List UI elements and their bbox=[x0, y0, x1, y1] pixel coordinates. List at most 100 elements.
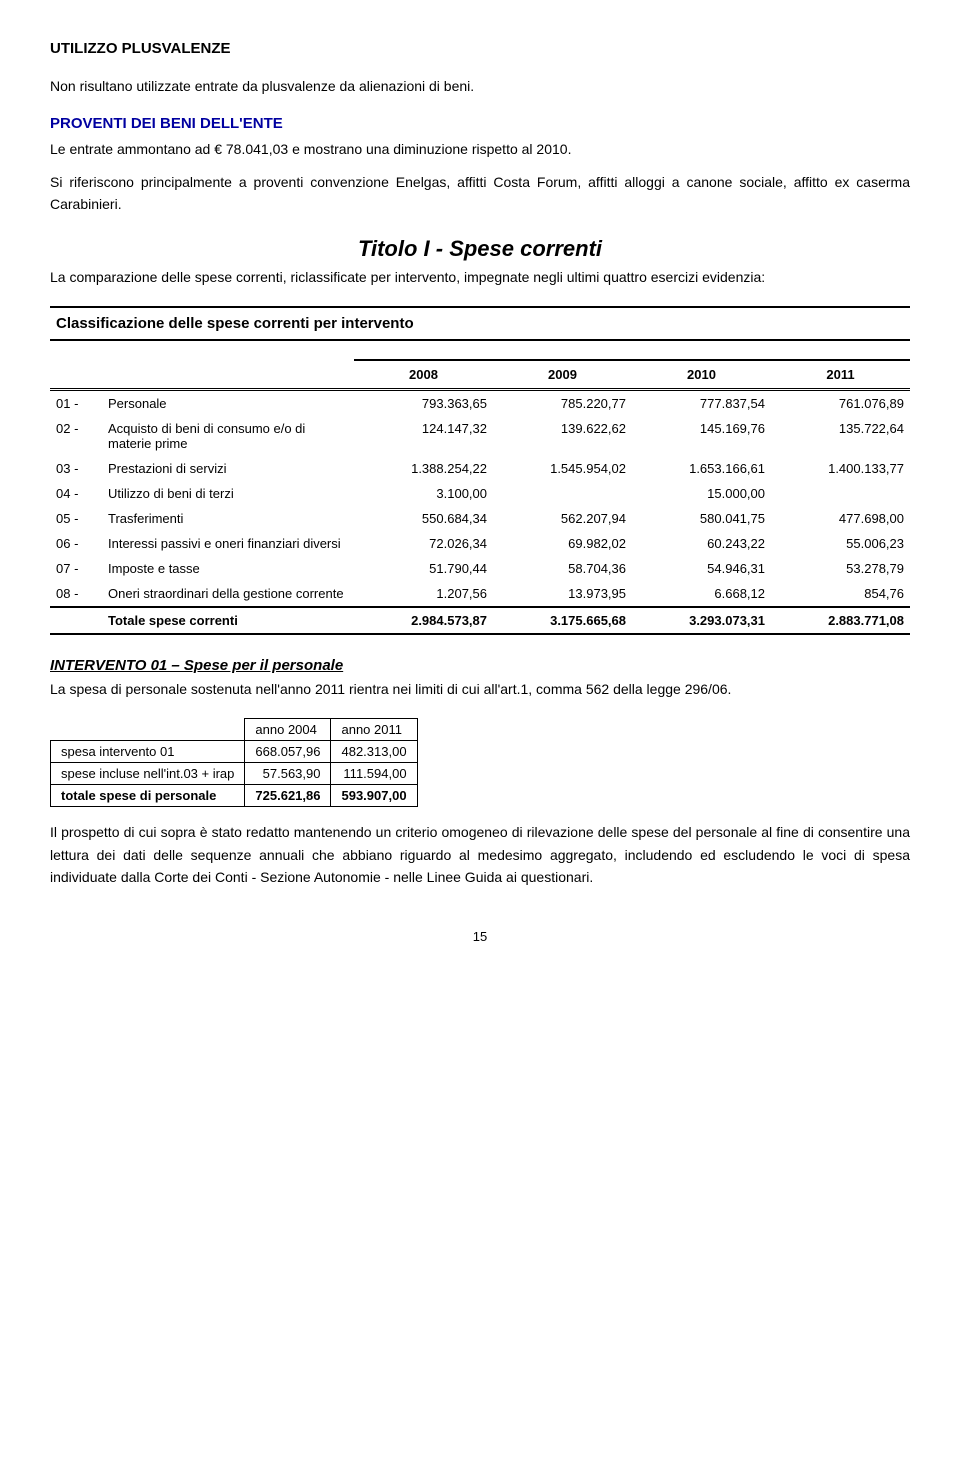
total-value: 3.293.073,31 bbox=[632, 607, 771, 634]
row-label: Personale bbox=[102, 389, 354, 416]
small-table-cell: 111.594,00 bbox=[331, 763, 417, 785]
row-value: 54.946,31 bbox=[632, 556, 771, 581]
table-header-year: 2008 bbox=[354, 360, 493, 390]
small-table-cell: 482.313,00 bbox=[331, 741, 417, 763]
row-value: 135.722,64 bbox=[771, 416, 910, 456]
table-header-year: 2010 bbox=[632, 360, 771, 390]
row-label: Utilizzo di beni di terzi bbox=[102, 481, 354, 506]
row-label: Imposte e tasse bbox=[102, 556, 354, 581]
intervento-title: INTERVENTO 01 – Spese per il personale bbox=[50, 657, 910, 674]
row-value: 777.837,54 bbox=[632, 389, 771, 416]
titolo-heading: Titolo I - Spese correnti bbox=[50, 236, 910, 262]
row-value: 139.622,62 bbox=[493, 416, 632, 456]
row-label: Interessi passivi e oneri finanziari div… bbox=[102, 531, 354, 556]
section-proventi-text2: Si riferiscono principalmente a proventi… bbox=[50, 171, 910, 216]
closing-paragraph: Il prospetto di cui sopra è stato redatt… bbox=[50, 821, 910, 888]
classification-header-wrap: Classificazione delle spese correnti per… bbox=[50, 306, 910, 341]
table-row: 02 -Acquisto di beni di consumo e/o di m… bbox=[50, 416, 910, 456]
table-row: 08 -Oneri straordinari della gestione co… bbox=[50, 581, 910, 607]
total-value: 2.984.573,87 bbox=[354, 607, 493, 634]
row-value: 58.704,36 bbox=[493, 556, 632, 581]
small-table: anno 2004 anno 2011 spesa intervento 01 … bbox=[50, 718, 418, 807]
small-table-total-cell: 725.621,86 bbox=[245, 785, 331, 807]
row-value: 60.243,22 bbox=[632, 531, 771, 556]
table-total-row: Totale spese correnti2.984.573,873.175.6… bbox=[50, 607, 910, 634]
row-value: 550.684,34 bbox=[354, 506, 493, 531]
small-table-total-row: totale spese di personale 725.621,86 593… bbox=[51, 785, 418, 807]
titolo-intro: La comparazione delle spese correnti, ri… bbox=[50, 266, 910, 288]
row-value: 1.388.254,22 bbox=[354, 456, 493, 481]
row-value: 1.207,56 bbox=[354, 581, 493, 607]
table-header-year: 2011 bbox=[771, 360, 910, 390]
table-row: 07 -Imposte e tasse51.790,4458.704,3654.… bbox=[50, 556, 910, 581]
table-row: 04 -Utilizzo di beni di terzi3.100,00 15.… bbox=[50, 481, 910, 506]
row-value bbox=[771, 481, 910, 506]
small-table-total-label: totale spese di personale bbox=[51, 785, 245, 807]
row-value: 477.698,00 bbox=[771, 506, 910, 531]
row-code: 03 - bbox=[50, 456, 102, 481]
row-value bbox=[493, 481, 632, 506]
table-row: 01 -Personale793.363,65785.220,77777.837… bbox=[50, 389, 910, 416]
small-table-cell: 57.563,90 bbox=[245, 763, 331, 785]
row-value: 13.973,95 bbox=[493, 581, 632, 607]
small-table-header: anno 2011 bbox=[331, 719, 417, 741]
row-code: 01 - bbox=[50, 389, 102, 416]
table-header-blank bbox=[50, 360, 102, 390]
section-proventi-text1: Le entrate ammontano ad € 78.041,03 e mo… bbox=[50, 138, 910, 160]
small-table-header: anno 2004 bbox=[245, 719, 331, 741]
row-value: 145.169,76 bbox=[632, 416, 771, 456]
row-value: 793.363,65 bbox=[354, 389, 493, 416]
section-utilizzo-title: UTILIZZO PLUSVALENZE bbox=[50, 40, 910, 57]
row-value: 854,76 bbox=[771, 581, 910, 607]
total-value: 3.175.665,68 bbox=[493, 607, 632, 634]
row-code: 02 - bbox=[50, 416, 102, 456]
small-table-header bbox=[51, 719, 245, 741]
row-code: 06 - bbox=[50, 531, 102, 556]
small-table-row: spesa intervento 01 668.057,96 482.313,0… bbox=[51, 741, 418, 763]
section-utilizzo-text: Non risultano utilizzate entrate da plus… bbox=[50, 75, 910, 97]
row-value: 72.026,34 bbox=[354, 531, 493, 556]
total-value: 2.883.771,08 bbox=[771, 607, 910, 634]
row-value: 580.041,75 bbox=[632, 506, 771, 531]
table-row: 05 -Trasferimenti550.684,34562.207,94580… bbox=[50, 506, 910, 531]
table-row: 03 -Prestazioni di servizi1.388.254,221.… bbox=[50, 456, 910, 481]
row-label: Acquisto di beni di consumo e/o di mater… bbox=[102, 416, 354, 456]
row-code: 04 - bbox=[50, 481, 102, 506]
total-blank bbox=[50, 607, 102, 634]
row-value: 55.006,23 bbox=[771, 531, 910, 556]
table-header-blank bbox=[102, 360, 354, 390]
small-table-cell: 668.057,96 bbox=[245, 741, 331, 763]
row-value: 3.100,00 bbox=[354, 481, 493, 506]
section-proventi-title: PROVENTI DEI BENI DELL'ENTE bbox=[50, 115, 910, 132]
small-table-label: spese incluse nell'int.03 + irap bbox=[51, 763, 245, 785]
small-table-total-cell: 593.907,00 bbox=[331, 785, 417, 807]
classification-table: 2008 2009 2010 2011 01 -Personale793.363… bbox=[50, 359, 910, 635]
row-label: Trasferimenti bbox=[102, 506, 354, 531]
row-value: 124.147,32 bbox=[354, 416, 493, 456]
row-code: 07 - bbox=[50, 556, 102, 581]
page-number: 15 bbox=[50, 929, 910, 944]
row-value: 761.076,89 bbox=[771, 389, 910, 416]
row-label: Prestazioni di servizi bbox=[102, 456, 354, 481]
row-value: 1.545.954,02 bbox=[493, 456, 632, 481]
row-value: 1.400.133,77 bbox=[771, 456, 910, 481]
row-code: 08 - bbox=[50, 581, 102, 607]
total-label: Totale spese correnti bbox=[102, 607, 354, 634]
row-value: 1.653.166,61 bbox=[632, 456, 771, 481]
table-header-row: 2008 2009 2010 2011 bbox=[50, 360, 910, 390]
classification-header: Classificazione delle spese correnti per… bbox=[50, 311, 910, 336]
small-table-header-row: anno 2004 anno 2011 bbox=[51, 719, 418, 741]
row-value: 562.207,94 bbox=[493, 506, 632, 531]
row-value: 69.982,02 bbox=[493, 531, 632, 556]
intervento-text: La spesa di personale sostenuta nell'ann… bbox=[50, 678, 910, 700]
small-table-label: spesa intervento 01 bbox=[51, 741, 245, 763]
row-value: 15.000,00 bbox=[632, 481, 771, 506]
small-table-row: spese incluse nell'int.03 + irap 57.563,… bbox=[51, 763, 418, 785]
row-value: 53.278,79 bbox=[771, 556, 910, 581]
table-row: 06 -Interessi passivi e oneri finanziari… bbox=[50, 531, 910, 556]
row-code: 05 - bbox=[50, 506, 102, 531]
row-value: 51.790,44 bbox=[354, 556, 493, 581]
row-value: 785.220,77 bbox=[493, 389, 632, 416]
row-label: Oneri straordinari della gestione corren… bbox=[102, 581, 354, 607]
row-value: 6.668,12 bbox=[632, 581, 771, 607]
